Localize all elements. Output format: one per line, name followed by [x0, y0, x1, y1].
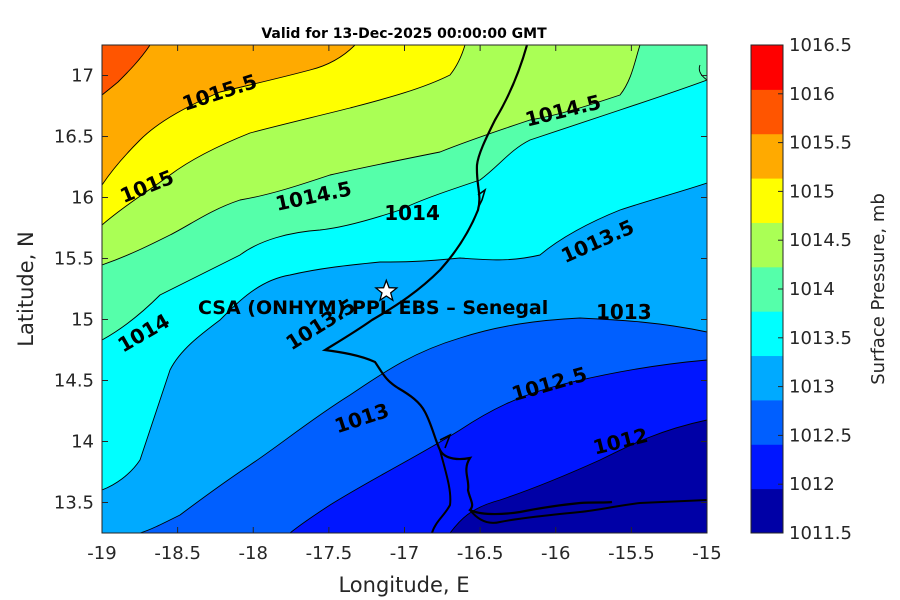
colorbar: 1011.5 1012 1012.5 1013 1013.5 1014 1014.5 1015…	[751, 35, 852, 544]
colorbar-swatch	[751, 266, 783, 312]
x-tick-label: -15.5	[608, 543, 655, 564]
x-axis-ticks: -19 -18.5 -18 -17.5 -17 -16.5 -16 -15.5 -15	[87, 45, 722, 564]
band-1016	[102, 45, 150, 95]
contour-label: 1014	[384, 201, 440, 225]
colorbar-label: Surface Pressure, mb	[868, 193, 889, 385]
contour-label: 1013	[596, 300, 652, 324]
colorbar-swatch	[751, 399, 783, 445]
x-axis-label: Longitude, E	[338, 573, 469, 597]
colorbar-swatch	[751, 311, 783, 357]
colorbar-swatch	[751, 488, 783, 534]
x-tick-label: -17.5	[306, 543, 353, 564]
station-star-icon	[374, 278, 399, 302]
y-tick-label: 14	[71, 432, 94, 453]
y-tick-label: 14.5	[54, 371, 94, 392]
band-1015.5	[102, 45, 355, 185]
x-tick-label: -16	[541, 543, 570, 564]
y-axis-ticks: 13.5 14 14.5 15 15.5 16 16.5 17	[54, 66, 707, 514]
x-tick-label: -18.5	[154, 543, 201, 564]
x-tick-label: -17	[390, 543, 419, 564]
colorbar-swatch	[751, 178, 783, 223]
colorbar-tick-label: 1014	[789, 279, 835, 300]
colorbar-swatch	[751, 89, 783, 135]
y-axis-label: Latitude, N	[14, 231, 38, 347]
y-tick-label: 16.5	[54, 127, 94, 148]
y-tick-label: 17	[71, 66, 94, 87]
y-tick-label: 13.5	[54, 493, 94, 514]
colorbar-tick-label: 1015.5	[789, 133, 852, 154]
colorbar-tick-label: 1013.5	[789, 328, 852, 349]
border-inland	[431, 449, 707, 533]
colorbar-tick-label: 1015	[789, 181, 835, 202]
chart-title: Valid for 13-Dec-2025 00:00:00 GMT	[261, 26, 547, 42]
colorbar-swatch	[751, 444, 783, 490]
colorbar-swatch	[751, 355, 783, 401]
colorbar-swatch	[751, 222, 783, 268]
colorbar-swatch	[751, 133, 783, 179]
colorbar-tick-label: 1016.5	[789, 35, 852, 56]
colorbar-tick-label: 1012	[789, 474, 835, 495]
colorbar-tick-label: 1014.5	[789, 230, 852, 251]
x-tick-label: -16.5	[457, 543, 504, 564]
x-tick-label: -19	[87, 543, 116, 564]
x-tick-label: -15	[692, 543, 721, 564]
river-fragment	[439, 187, 487, 449]
station-label: CSA (ONHYM) PPL EBS – Senegal	[198, 297, 548, 319]
map-plot-area	[102, 45, 707, 533]
colorbar-frame	[750, 44, 784, 534]
colorbar-swatch	[751, 45, 783, 90]
colorbar-tick-label: 1016	[789, 84, 835, 105]
colorbar-tick-label: 1012.5	[789, 425, 852, 446]
x-tick-label: -18	[239, 543, 268, 564]
colorbar-tick-label: 1011.5	[789, 523, 852, 544]
coastline	[321, 45, 613, 516]
y-tick-label: 16	[71, 188, 94, 209]
y-tick-label: 15.5	[54, 249, 94, 270]
colorbar-tick-label: 1013	[789, 377, 835, 398]
y-tick-label: 15	[71, 310, 94, 331]
